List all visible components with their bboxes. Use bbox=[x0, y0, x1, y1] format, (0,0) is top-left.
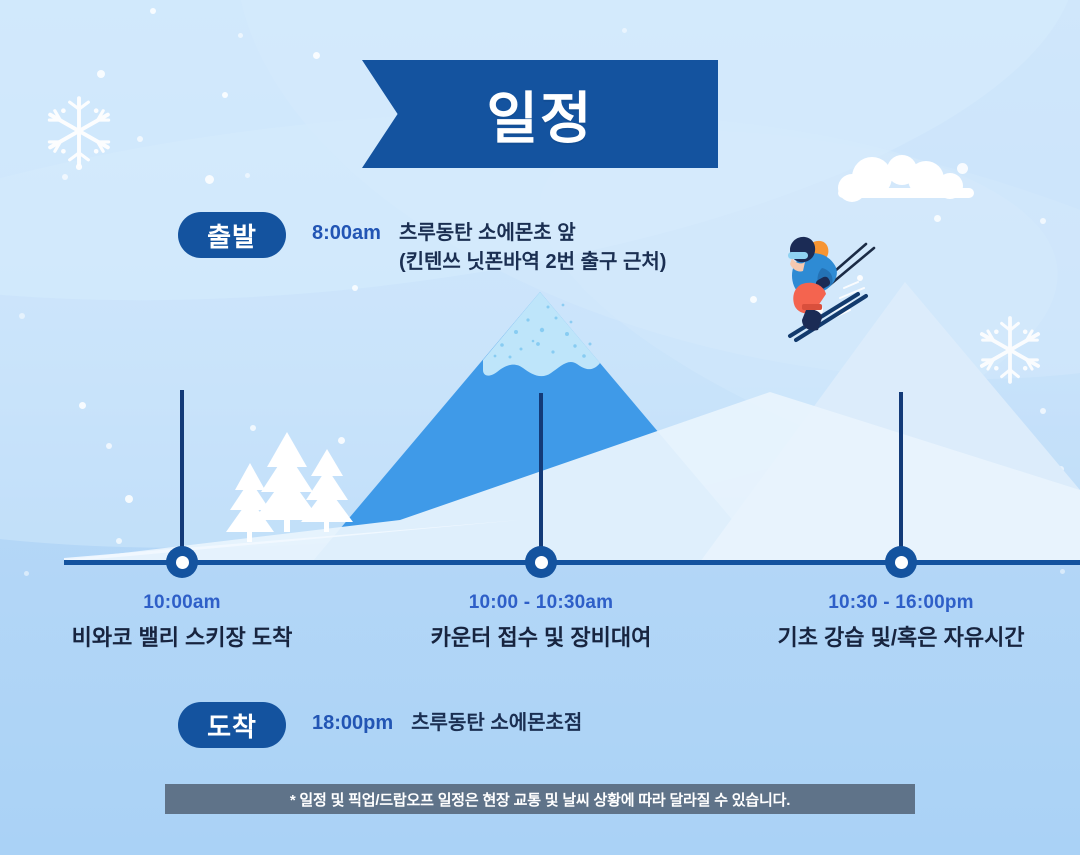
departure-location-line2: (킨텐쓰 닛폰바역 2번 출구 근처) bbox=[398, 251, 667, 273]
departure-location-line1: 츠루동탄 소에몬초 앞 bbox=[398, 222, 576, 244]
timeline-node[interactable] bbox=[166, 546, 198, 578]
snow-dot bbox=[150, 8, 156, 14]
snow-dot bbox=[222, 92, 228, 98]
snowflake-icon bbox=[972, 312, 1048, 388]
arrival-row: 도착 18:00pm 츠루동탄 소에몬초점 bbox=[178, 702, 582, 748]
arrival-badge: 도착 bbox=[178, 702, 286, 748]
snow-dot bbox=[97, 70, 105, 78]
snow-dot bbox=[205, 175, 214, 184]
timeline-stem bbox=[180, 390, 184, 562]
arrival-location: 츠루동탄 소에몬초점 bbox=[411, 709, 582, 738]
snow-slope bbox=[64, 392, 1080, 562]
snow-dot bbox=[313, 52, 320, 59]
timeline-stem bbox=[539, 393, 543, 562]
snow-dot bbox=[957, 163, 968, 174]
snow-dot bbox=[1047, 551, 1053, 557]
skier-icon bbox=[772, 228, 892, 346]
snow-dot bbox=[19, 313, 25, 319]
timeline-label: 10:00am 비와코 밸리 스키장 도착 bbox=[22, 592, 342, 652]
snow-dot bbox=[137, 136, 143, 142]
footer-note: * 일정 및 픽업/드랍오프 일정은 현장 교통 및 날씨 상황에 따라 달라질… bbox=[165, 784, 915, 814]
timeline-label: 10:00 - 10:30am 카운터 접수 및 장비대여 bbox=[381, 592, 701, 652]
timeline-description: 비와코 밸리 스키장 도착 bbox=[71, 625, 293, 650]
header-ribbon: 일정 bbox=[362, 60, 718, 168]
snow-dot bbox=[622, 28, 627, 33]
departure-row: 출발 8:00am 츠루동탄 소에몬초 앞 (킨텐쓰 닛폰바역 2번 출구 근처… bbox=[178, 212, 666, 277]
timeline-label: 10:30 - 16:00pm 기초 강습 및/혹은 자유시간 bbox=[741, 592, 1061, 652]
timeline-stem bbox=[899, 392, 903, 562]
snow-dot bbox=[125, 495, 133, 503]
snow-dot bbox=[1040, 408, 1046, 414]
timeline-time: 10:30 - 16:00pm bbox=[828, 592, 974, 613]
arrival-time: 18:00pm bbox=[312, 712, 394, 734]
snow-dot bbox=[833, 540, 838, 545]
snow-dot bbox=[934, 215, 941, 222]
snow-dot bbox=[352, 285, 358, 291]
background-swoosh bbox=[0, 0, 1080, 367]
snow-dot bbox=[79, 402, 86, 409]
snow-dot bbox=[24, 571, 29, 576]
snow-dot bbox=[338, 437, 345, 444]
departure-badge: 출발 bbox=[178, 212, 286, 258]
page-title: 일정 bbox=[486, 86, 594, 150]
snow-dot bbox=[750, 296, 757, 303]
timeline-time: 10:00 - 10:30am bbox=[468, 592, 614, 613]
mountain-snowcap bbox=[483, 292, 600, 377]
timeline-node[interactable] bbox=[885, 546, 917, 578]
snowcap-texture bbox=[493, 303, 592, 359]
departure-time: 8:00am bbox=[312, 222, 381, 244]
snow-dot bbox=[1040, 218, 1046, 224]
timeline-description: 카운터 접수 및 장비대여 bbox=[430, 625, 652, 650]
snow-dot bbox=[106, 443, 112, 449]
snow-dot bbox=[1060, 569, 1065, 574]
snow-dot bbox=[116, 538, 122, 544]
snow-dot bbox=[1028, 513, 1033, 518]
timeline-axis bbox=[64, 560, 1080, 565]
snow-dot bbox=[62, 174, 68, 180]
snow-dot bbox=[238, 33, 243, 38]
timeline-node[interactable] bbox=[525, 546, 557, 578]
timeline-time: 10:00am bbox=[143, 592, 221, 613]
ribbon-shape bbox=[362, 60, 718, 168]
snow-dot bbox=[245, 173, 250, 178]
snowflake-icon bbox=[40, 92, 118, 170]
snow-dot bbox=[250, 425, 256, 431]
snow-slope-edge bbox=[64, 520, 520, 562]
mountain-right bbox=[700, 282, 1080, 562]
timeline-description: 기초 강습 및/혹은 자유시간 bbox=[777, 625, 1025, 650]
snow-dot bbox=[1058, 466, 1064, 472]
pine-tree-icon bbox=[226, 432, 353, 542]
cloud-icon bbox=[826, 155, 986, 207]
departure-location: 츠루동탄 소에몬초 앞 (킨텐쓰 닛폰바역 2번 출구 근처) bbox=[399, 219, 666, 277]
arrival-location-line1: 츠루동탄 소에몬초점 bbox=[411, 712, 583, 734]
